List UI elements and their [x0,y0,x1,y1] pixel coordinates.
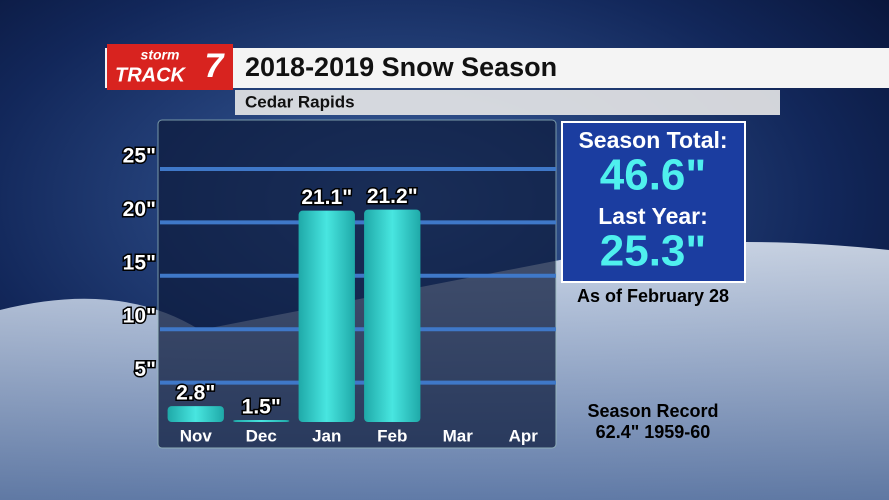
y-tick-label: 20" [123,198,156,221]
as-of: As of February 28 [577,286,729,306]
total-value: 46.6" [600,151,707,200]
value-label: 2.8" [176,382,215,405]
last-label: Last Year: [598,203,708,229]
record-label: Season Record [587,401,718,421]
bar [167,406,224,422]
record-value: 62.4" 1959-60 [596,422,711,442]
y-tick-label: 25" [123,145,156,168]
x-tick-label: Dec [246,426,277,445]
y-tick-label: 10" [123,305,156,328]
value-label: 1.5" [242,396,281,419]
plot-panel [157,119,557,449]
bar [364,209,421,422]
x-tick-label: Jan [312,426,341,445]
x-tick-label: Feb [377,426,407,445]
last-value: 25.3" [600,227,707,276]
info-box [561,121,746,283]
title-bar [105,48,889,88]
value-label: 21.1" [301,186,352,209]
chart-subtitle: Cedar Rapids [245,92,355,111]
y-tick-label: 5" [134,358,156,381]
subtitle-bar [235,90,780,115]
bar [298,210,355,422]
y-tick-label: 15" [123,251,156,274]
value-label: 21.2" [367,185,418,208]
total-label: Season Total: [578,127,727,153]
bar [233,419,290,422]
logo-box [107,44,233,90]
x-tick-label: Apr [509,426,539,445]
x-tick-label: Nov [180,426,213,445]
chart-title: 2018-2019 Snow Season [245,52,557,82]
logo-top: storm [141,47,180,63]
x-tick-label: Mar [443,426,474,445]
logo-number: 7 [205,47,226,85]
logo-bottom: TRACK [115,64,187,86]
